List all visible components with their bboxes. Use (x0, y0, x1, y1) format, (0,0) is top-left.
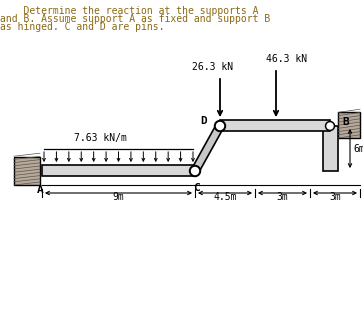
Circle shape (326, 122, 334, 130)
Text: 3m: 3m (329, 192, 341, 202)
Text: D: D (200, 116, 207, 126)
Circle shape (192, 167, 199, 174)
Text: 46.3 kN: 46.3 kN (266, 54, 307, 64)
Bar (42, 165, 195, 176)
Text: as hinged. C and D are pins.: as hinged. C and D are pins. (0, 22, 164, 32)
Circle shape (327, 123, 333, 129)
Text: 7.63 kN/m: 7.63 kN/m (74, 133, 126, 143)
Polygon shape (192, 124, 224, 173)
Bar (323, 126, 338, 171)
Text: 9m: 9m (113, 192, 125, 202)
Text: 3m: 3m (277, 192, 288, 202)
Circle shape (189, 166, 200, 176)
Bar (338, 112, 360, 138)
Text: 26.3 kN: 26.3 kN (192, 62, 233, 72)
Bar (220, 120, 330, 131)
Text: 4.5m: 4.5m (213, 192, 237, 202)
Bar (14, 157, 40, 185)
Text: 6m: 6m (353, 144, 363, 153)
Text: B: B (342, 117, 349, 127)
Text: and B. Assume support A as fixed and support B: and B. Assume support A as fixed and sup… (0, 14, 270, 24)
Circle shape (216, 122, 224, 130)
Text: C: C (193, 183, 200, 193)
Text: Determine the reaction at the supports A: Determine the reaction at the supports A (0, 6, 258, 16)
Text: A: A (37, 185, 43, 195)
Circle shape (215, 121, 225, 131)
